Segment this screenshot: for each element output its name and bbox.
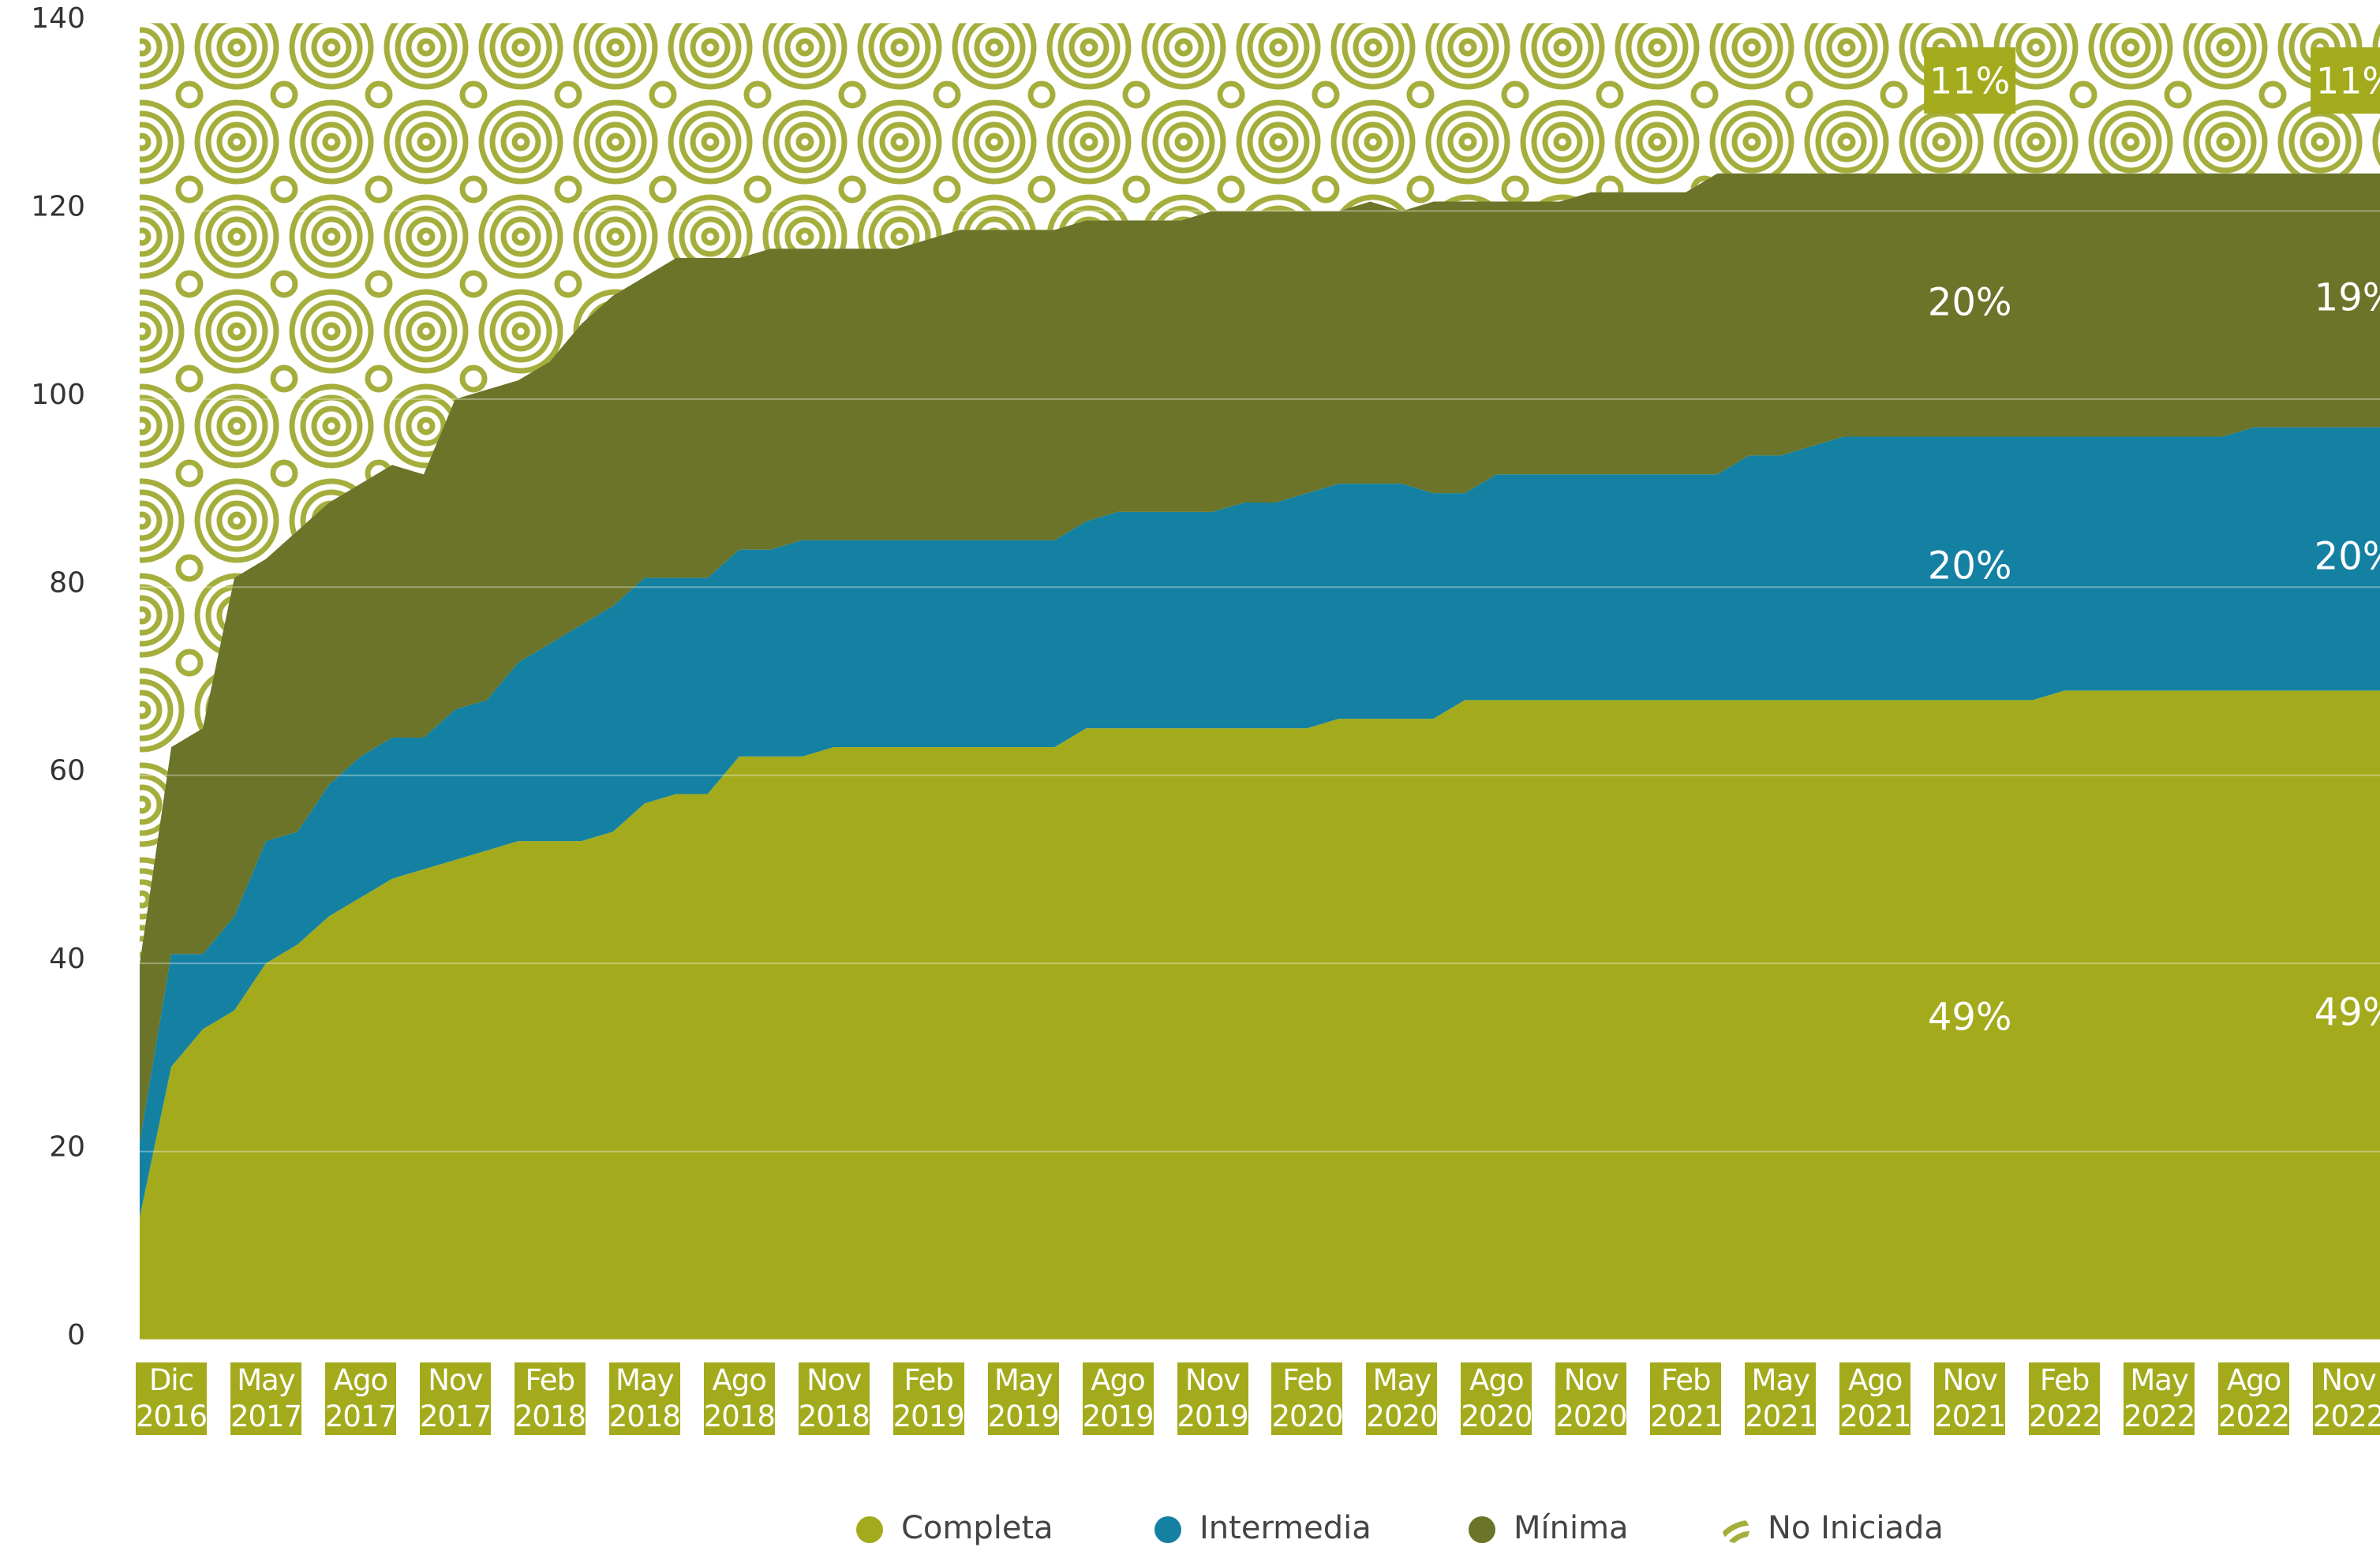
area <box>140 23 2380 964</box>
x-tick-label: Nov 2018 <box>798 1362 870 1435</box>
x-tick-label: May 2021 <box>1745 1362 1817 1435</box>
x-tick-label: Nov 2020 <box>1555 1362 1627 1435</box>
x-tick-label: May 2017 <box>230 1362 301 1435</box>
legend-label: Intermedia <box>1199 1510 1371 1546</box>
data-label: 20% <box>1928 281 2012 325</box>
data-label: 19% <box>2315 276 2380 320</box>
area <box>140 173 2380 1142</box>
y-tick-label: 80 <box>49 566 85 599</box>
legend-label: No Iniciada <box>1768 1510 1944 1546</box>
legend-label: Completa <box>901 1510 1053 1546</box>
data-label: 11% <box>2316 60 2380 103</box>
y-tick-label: 60 <box>49 755 85 787</box>
y-tick-label: 20 <box>49 1131 85 1164</box>
y-tick-label: 120 <box>31 190 85 222</box>
x-tick-label: Feb 2018 <box>514 1362 586 1435</box>
y-tick-label: 40 <box>49 943 85 975</box>
x-tick-label: Dic 2016 <box>135 1362 207 1435</box>
x-tick-label: Nov 2021 <box>1934 1362 2006 1435</box>
x-tick-label: Nov 2017 <box>419 1362 491 1435</box>
x-tick-label: Feb 2021 <box>1650 1362 1722 1435</box>
x-tick-label: Ago 2018 <box>703 1362 775 1435</box>
x-tick-label: Ago 2019 <box>1082 1362 1154 1435</box>
x-tick-label: Ago 2021 <box>1839 1362 1911 1435</box>
area <box>140 690 2380 1340</box>
x-tick-label: May 2022 <box>2124 1362 2195 1435</box>
label-box <box>1924 47 2016 114</box>
x-tick-label: Ago 2022 <box>2218 1362 2290 1435</box>
data-label: 49% <box>1928 996 2012 1040</box>
x-tick-label: Feb 2020 <box>1271 1362 1343 1435</box>
x-tick-label: Nov 2022 <box>2313 1362 2380 1435</box>
legend-marker <box>1154 1516 1181 1543</box>
x-tick-label: May 2019 <box>987 1362 1059 1435</box>
y-tick-label: 0 <box>67 1319 85 1351</box>
area <box>140 427 2380 1218</box>
x-tick-label: May 2018 <box>608 1362 680 1435</box>
x-tick-label: May 2020 <box>1366 1362 1438 1435</box>
x-tick-label: Ago 2017 <box>324 1362 396 1435</box>
data-label: 20% <box>1928 544 2012 588</box>
y-tick-label: 100 <box>31 379 85 411</box>
data-label: 11% <box>1929 60 2010 103</box>
x-tick-label: Ago 2020 <box>1461 1362 1532 1435</box>
x-tick-label: Nov 2019 <box>1177 1362 1248 1435</box>
y-tick-label: 140 <box>31 2 85 35</box>
data-label: 49% <box>2315 991 2380 1035</box>
data-label: 20% <box>2315 535 2380 579</box>
legend-marker <box>1723 1516 1749 1543</box>
x-tick-label: Feb 2022 <box>2029 1362 2101 1435</box>
x-tick-label: Feb 2019 <box>892 1362 964 1435</box>
legend-label: Mínima <box>1514 1510 1629 1546</box>
label-box <box>2311 47 2380 114</box>
legend-marker <box>856 1516 883 1543</box>
legend-marker <box>1469 1516 1495 1543</box>
